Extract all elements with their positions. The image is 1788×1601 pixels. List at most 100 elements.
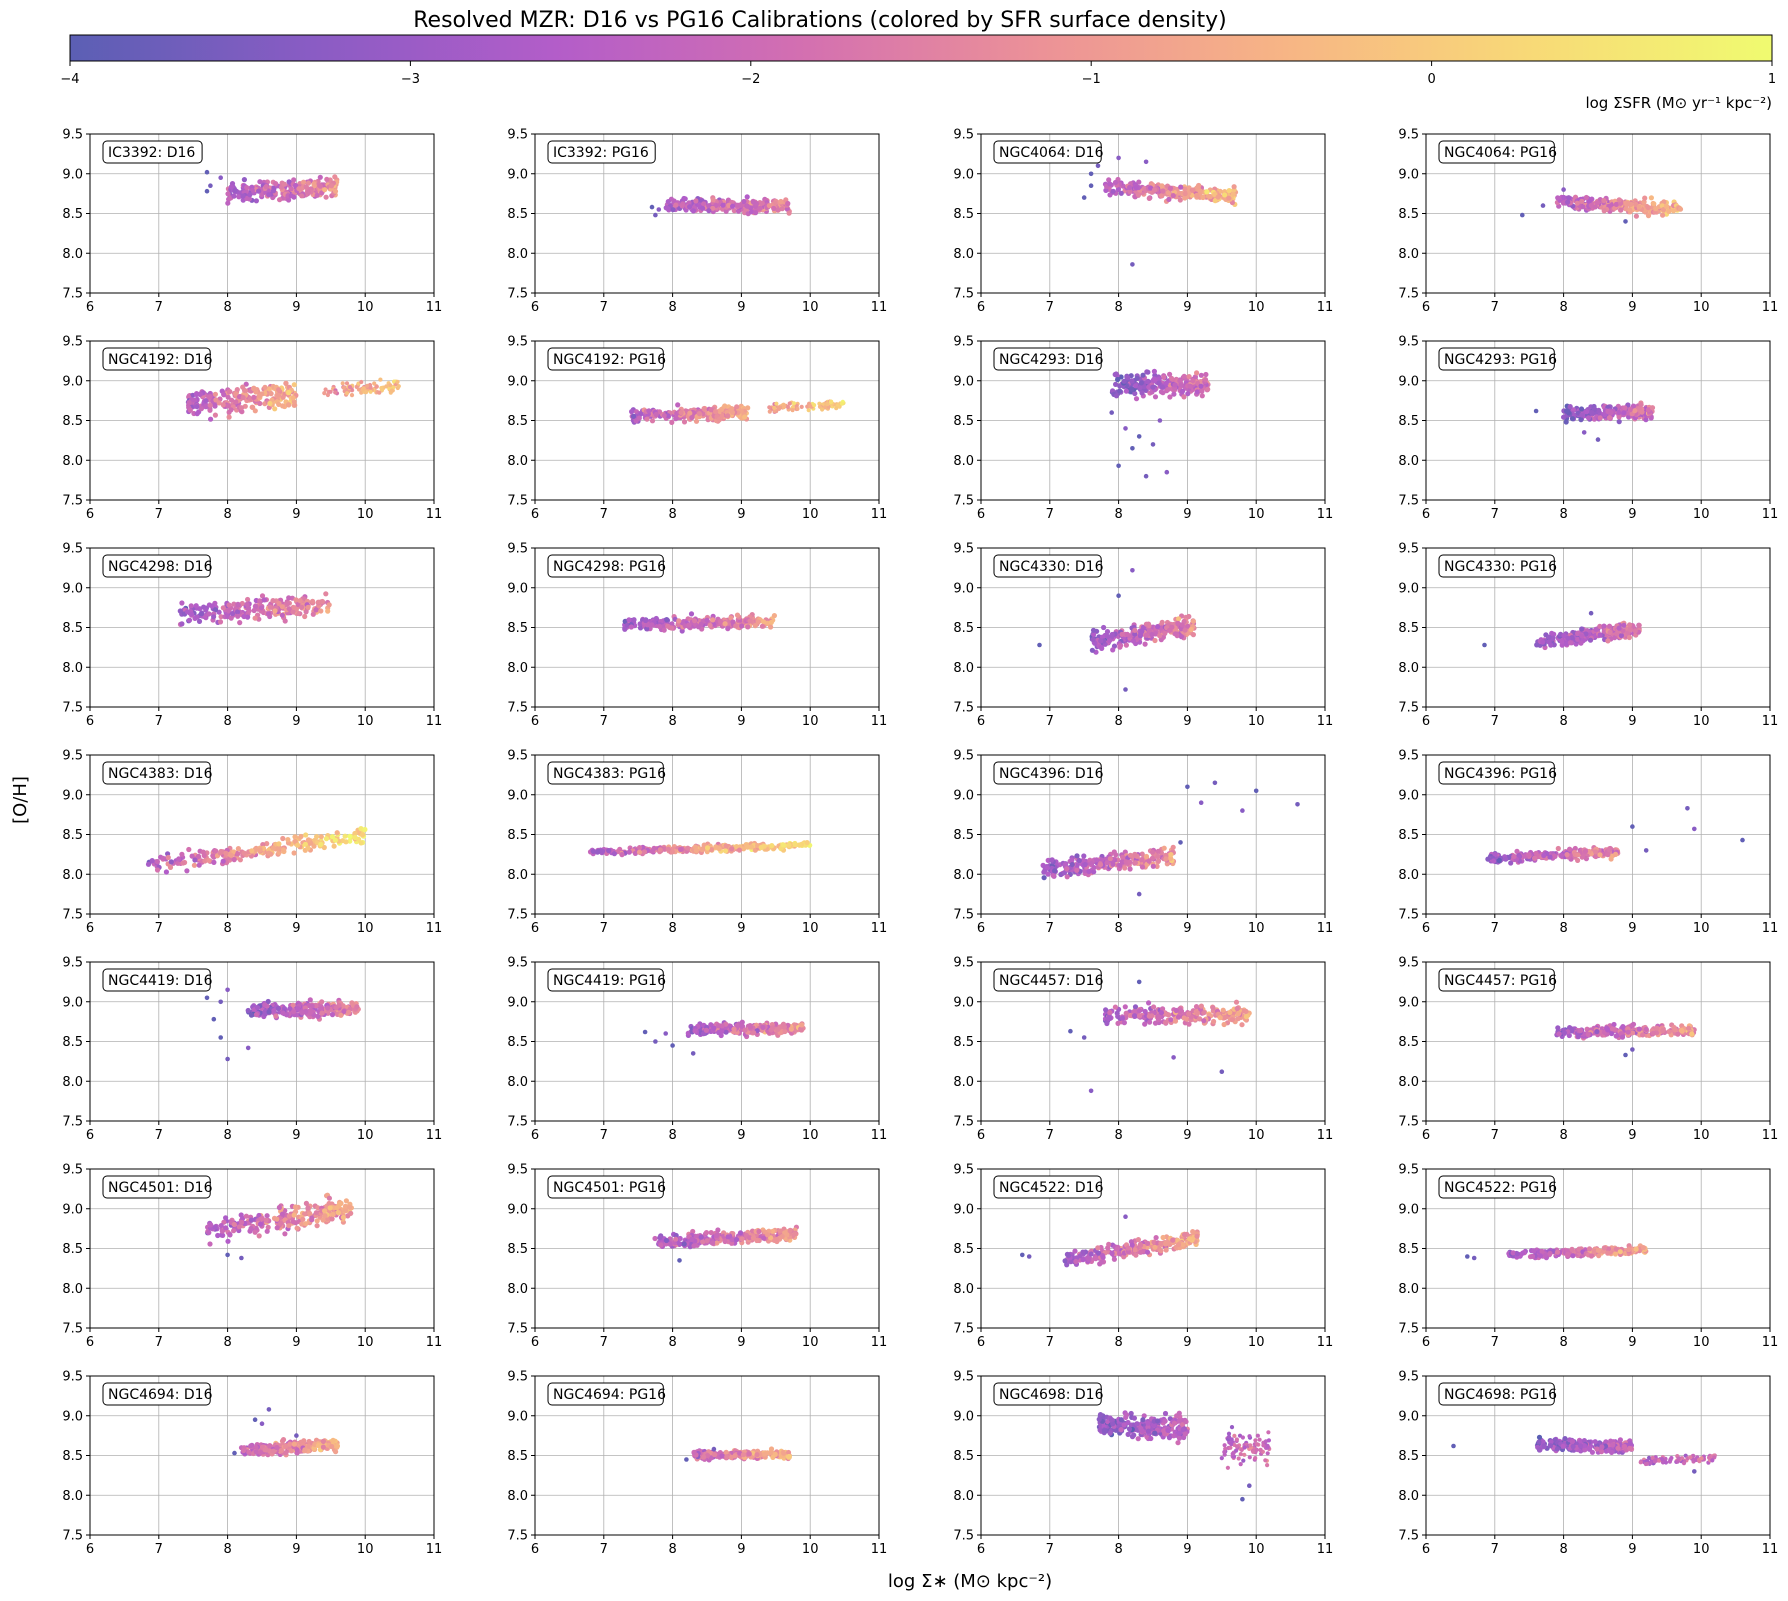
panel-label: NGC4419: D16 — [108, 973, 213, 989]
scatter-points — [622, 611, 778, 634]
scatter-points — [649, 194, 792, 218]
outlier-point — [1630, 824, 1635, 829]
data-point — [1670, 208, 1677, 214]
data-point — [299, 604, 305, 610]
y-tick-label: 8.0 — [507, 868, 528, 883]
data-point — [1207, 194, 1213, 200]
data-point — [235, 601, 241, 608]
y-tick-label: 9.0 — [507, 788, 528, 803]
y-tick-label: 9.0 — [1398, 788, 1419, 803]
data-point — [731, 208, 737, 214]
data-point — [234, 609, 241, 615]
data-point — [318, 1006, 325, 1012]
x-tick-label: 9 — [1628, 714, 1636, 729]
data-point — [1601, 628, 1607, 634]
x-tick-label: 10 — [1693, 921, 1710, 936]
data-point — [725, 626, 731, 632]
data-point — [790, 408, 795, 413]
outlier-point — [204, 188, 210, 194]
data-point — [1138, 380, 1144, 386]
data-point — [257, 598, 263, 604]
data-point — [768, 619, 775, 625]
data-point — [305, 845, 311, 851]
data-point — [611, 851, 618, 857]
x-tick-label: 6 — [86, 714, 94, 729]
colorbar-label: log ΣSFR (M⊙ yr⁻¹ kpc⁻²) — [1585, 94, 1772, 112]
data-point — [329, 183, 335, 189]
data-point — [725, 413, 731, 419]
x-tick-label: 10 — [1693, 507, 1710, 522]
scatter-points — [185, 377, 401, 422]
data-point — [318, 834, 324, 840]
data-point — [283, 380, 289, 386]
data-point — [692, 1028, 698, 1034]
data-point — [1205, 386, 1211, 392]
x-tick-label: 11 — [1762, 714, 1779, 729]
outlier-point — [1116, 155, 1121, 161]
data-point — [1161, 374, 1167, 380]
y-tick-label: 7.5 — [953, 287, 974, 302]
panel-label-box — [102, 554, 211, 578]
x-tick-label: 11 — [871, 300, 888, 315]
outlier-point — [1157, 418, 1163, 423]
data-point — [723, 1029, 729, 1035]
data-point — [208, 416, 214, 422]
outlier-point — [1561, 187, 1566, 192]
data-point — [693, 198, 699, 204]
x-tick-label: 8 — [668, 1128, 676, 1143]
data-point — [290, 395, 296, 401]
data-point — [184, 609, 191, 615]
data-point — [279, 604, 285, 610]
data-point — [1177, 378, 1183, 384]
x-tick-label: 7 — [155, 921, 163, 936]
y-tick-label: 9.5 — [507, 335, 528, 350]
data-point — [649, 622, 655, 628]
data-point — [1098, 638, 1104, 644]
data-point — [217, 850, 223, 856]
data-point — [184, 868, 190, 874]
data-point — [1578, 417, 1584, 423]
data-point — [687, 410, 693, 416]
data-point — [1182, 195, 1188, 201]
y-tick-label: 9.0 — [953, 581, 974, 596]
y-tick-label: 7.5 — [62, 1115, 83, 1130]
data-point — [1110, 647, 1116, 653]
data-point — [193, 391, 200, 398]
data-point — [1165, 386, 1171, 392]
y-tick-label: 8.0 — [62, 247, 83, 262]
data-point — [232, 188, 238, 194]
data-point — [276, 845, 282, 851]
x-tick-label: 8 — [223, 714, 231, 729]
outlier-point — [1588, 610, 1594, 616]
x-tick-label: 9 — [1628, 921, 1636, 936]
data-point — [311, 843, 317, 849]
data-point — [1172, 627, 1179, 633]
data-point — [329, 834, 336, 840]
outlier-point — [225, 1056, 230, 1062]
y-tick-label: 9.0 — [1398, 581, 1419, 596]
data-point — [1589, 410, 1595, 416]
x-tick-label: 6 — [531, 507, 539, 522]
y-tick-label: 9.0 — [953, 374, 974, 389]
data-point — [1584, 409, 1590, 415]
data-point — [742, 1027, 748, 1033]
data-point — [1112, 179, 1119, 186]
data-point — [758, 844, 764, 851]
x-tick-label: 9 — [737, 714, 745, 729]
data-point — [693, 848, 700, 854]
data-point — [1597, 632, 1603, 638]
outlier-point — [1185, 784, 1190, 790]
data-point — [1107, 181, 1113, 187]
data-point — [1168, 852, 1174, 858]
data-point — [280, 1010, 286, 1016]
y-tick-label: 7.5 — [953, 908, 974, 923]
data-point — [719, 413, 725, 419]
data-point — [644, 622, 651, 628]
data-point — [735, 208, 742, 214]
y-tick-label: 8.5 — [507, 414, 528, 429]
data-point — [673, 202, 679, 208]
data-point — [693, 418, 700, 424]
